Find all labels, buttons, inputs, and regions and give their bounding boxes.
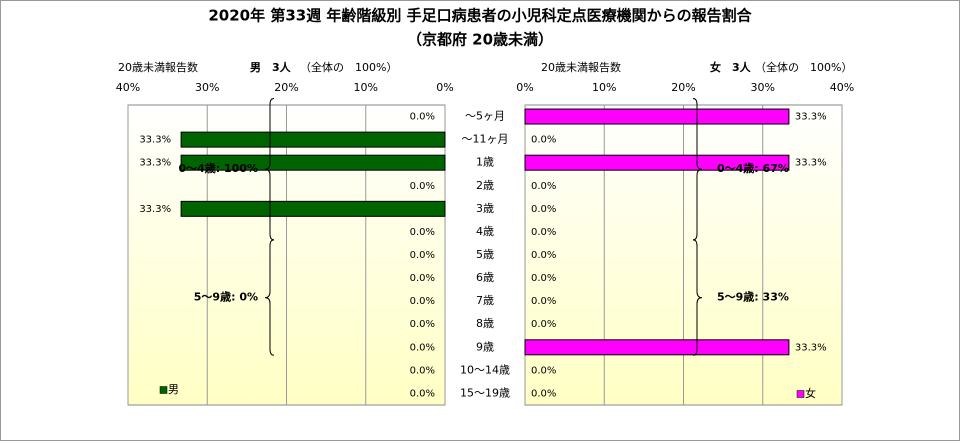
x-tick-label: 0% [436, 81, 453, 94]
panel-summary: （全体の 100%） [755, 60, 852, 74]
data-label: 0.0% [531, 135, 556, 146]
annotation: 5～9歳: 0% [194, 290, 258, 304]
brace [264, 98, 275, 241]
data-label: 33.3% [795, 342, 827, 353]
category-label: ～5ヶ月 [465, 110, 505, 123]
x-tick-label: 30% [751, 81, 775, 94]
data-label: 0.0% [531, 250, 556, 261]
category-label: 8歳 [476, 317, 494, 330]
bar [180, 131, 446, 148]
data-label: 0.0% [410, 227, 435, 238]
annotation: 5～9歳: 33% [717, 290, 789, 304]
data-label: 0.0% [410, 388, 435, 399]
category-label: ～11ヶ月 [462, 133, 509, 146]
data-label: 0.0% [410, 181, 435, 192]
x-tick-label: 40% [116, 81, 140, 94]
data-label: 0.0% [531, 388, 556, 399]
data-label: 0.0% [410, 273, 435, 284]
annotation: 0～4歳: 100% [178, 161, 258, 175]
panel-header: 20歳未満報告数 [118, 61, 198, 74]
category-label: 5歳 [476, 248, 494, 261]
data-label: 0.0% [531, 227, 556, 238]
category-label: 2歳 [476, 179, 494, 192]
category-label: 7歳 [476, 294, 494, 307]
brace [264, 239, 275, 356]
data-label: 0.0% [531, 204, 556, 215]
brace [692, 239, 703, 356]
x-tick-label: 0% [516, 81, 533, 94]
data-label: 33.3% [139, 135, 171, 146]
category-label: 15～19歳 [460, 386, 510, 399]
legend-swatch [796, 390, 805, 398]
data-label: 0.0% [531, 365, 556, 376]
x-tick-label: 10% [592, 81, 616, 94]
chart-title: 2020年 第33週 年齢階級別 手足口病患者の小児科定点医療機関からの報告割合 [208, 7, 752, 25]
data-label: 0.0% [410, 250, 435, 261]
bar [524, 108, 790, 125]
bar [524, 154, 790, 171]
category-label: 9歳 [476, 340, 494, 353]
x-tick-label: 20% [671, 81, 695, 94]
data-label: 0.0% [410, 112, 435, 123]
bar [524, 339, 790, 356]
category-label: 10～14歳 [460, 363, 510, 376]
category-label: 1歳 [476, 156, 494, 169]
x-tick-label: 30% [195, 81, 219, 94]
legend-swatch [159, 386, 168, 394]
legend-label: 男 [168, 383, 179, 396]
x-tick-label: 40% [830, 81, 854, 94]
panel-summary: 男 3人 [250, 60, 292, 74]
panel-summary: （全体の 100%） [300, 60, 397, 74]
data-label: 33.3% [795, 158, 827, 169]
data-label: 0.0% [531, 296, 556, 307]
legend-label: 女 [805, 386, 816, 400]
data-label: 0.0% [531, 273, 556, 284]
panel-header: 20歳未満報告数 [541, 61, 621, 74]
data-label: 0.0% [531, 181, 556, 192]
category-label: 3歳 [476, 202, 494, 215]
data-label: 0.0% [410, 319, 435, 330]
data-label: 0.0% [531, 319, 556, 330]
x-tick-label: 20% [274, 81, 298, 94]
panel-summary: 女 3人 [710, 60, 752, 74]
chart-subtitle: （京都府 20歳未満） [407, 31, 553, 49]
x-tick-label: 10% [354, 81, 378, 94]
category-label: 4歳 [476, 225, 494, 238]
data-label: 33.3% [795, 112, 827, 123]
brace [692, 98, 703, 241]
category-label: 6歳 [476, 271, 494, 284]
data-label: 0.0% [410, 296, 435, 307]
data-label: 0.0% [410, 342, 435, 353]
data-label: 33.3% [139, 204, 171, 215]
bar [180, 154, 446, 171]
bar [180, 200, 446, 217]
annotation: 0～4歳: 67% [717, 161, 789, 175]
data-label: 0.0% [410, 365, 435, 376]
data-label: 33.3% [139, 158, 171, 169]
